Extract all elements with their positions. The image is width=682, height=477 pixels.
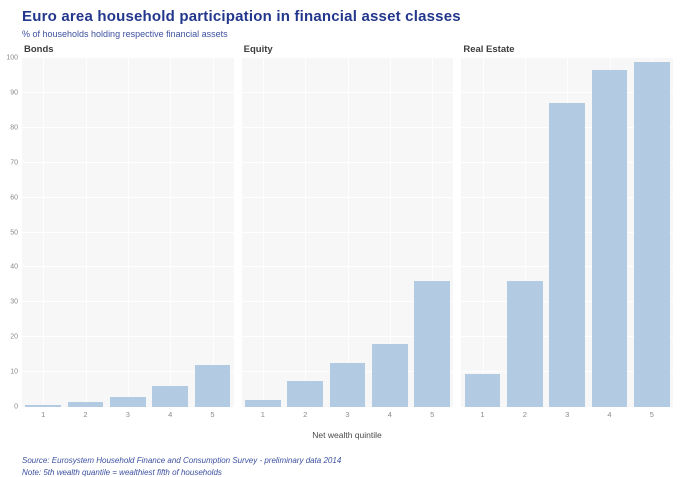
x-tick-label: 3 [345,410,350,419]
y-tick-label: 10 [10,368,18,376]
bar-quintile-3 [549,103,586,407]
y-tick-label: 30 [10,298,18,306]
bar-quintile-5 [194,365,231,407]
vertical-gridline [170,58,172,407]
y-tick-label: 90 [10,89,18,97]
x-tick-label: 4 [387,410,392,419]
bar-quintile-1 [244,400,281,407]
y-axis-labels: 0 10 20 30 40 50 60 70 80 90 100 [0,54,22,411]
y-tick-label: 80 [10,124,18,132]
panel-title: Real Estate [463,44,515,55]
y-tick-label: 60 [10,194,18,202]
footnote: Note: 5th wealth quantile = wealthiest f… [22,468,222,477]
x-tick-label: 4 [607,410,612,419]
bar-quintile-4 [591,70,628,407]
y-tick-label: 70 [10,159,18,167]
vertical-gridline [43,58,45,407]
x-tick-label: 1 [480,410,485,419]
bar-quintile-2 [506,281,543,407]
plot-area [461,58,674,407]
x-tick-row: 1 2 3 4 5 [242,407,454,421]
y-tick-label: 100 [6,54,18,62]
x-tick-label: 3 [125,410,130,419]
vertical-gridline [432,58,434,407]
plot-area [22,58,234,407]
bar-quintile-5 [633,61,670,407]
x-tick-label: 3 [565,410,570,419]
vertical-gridline [85,58,87,407]
panel-title: Equity [243,44,273,55]
x-tick-label: 2 [83,410,88,419]
bar-quintile-4 [371,344,408,407]
vertical-gridline [305,58,307,407]
bar-quintile-3 [329,363,366,407]
y-tick-label: 20 [10,333,18,341]
plot-area [241,58,454,407]
x-tick-label: 2 [522,410,527,419]
y-tick-label: 40 [10,263,18,271]
page-title: Euro area household participation in fin… [22,8,461,25]
panels-container: Bonds 1 2 3 4 5 Equity 1 2 3 4 5 Real Estate 1 2 3 4 5 [22,44,674,421]
vertical-gridline [127,58,129,407]
bar-quintile-1 [464,373,501,407]
y-axis: 0 10 20 30 40 50 60 70 80 90 100 [0,44,22,421]
bar-quintile-5 [414,281,451,407]
source-note: Source: Eurosystem Household Finance and… [22,456,342,465]
x-tick-row: 1 2 3 4 5 [22,407,234,421]
vertical-gridline [262,58,264,407]
vertical-gridline [389,58,391,407]
y-tick-label: 0 [14,403,18,411]
x-tick-label: 5 [430,410,435,419]
vertical-gridline [482,58,484,407]
panel-real-estate: Real Estate 1 2 3 4 5 [461,44,674,421]
x-tick-label: 2 [303,410,308,419]
x-tick-label: 4 [168,410,173,419]
x-tick-row: 1 2 3 4 5 [461,407,673,421]
panel-title: Bonds [24,44,54,55]
bar-quintile-1 [25,405,62,407]
panel-bonds: Bonds 1 2 3 4 5 [22,44,234,421]
x-tick-label: 1 [41,410,46,419]
bar-quintile-3 [109,396,146,407]
x-tick-label: 5 [649,410,654,419]
chart-area: 0 10 20 30 40 50 60 70 80 90 100 Bonds 1 2 3 4 5 Equity 1… [0,44,682,421]
vertical-gridline [347,58,349,407]
chart-subtitle: % of households holding respective finan… [22,29,228,39]
footnotes: Source: Eurosystem Household Finance and… [22,455,682,477]
x-axis-label: Net wealth quintile [312,430,382,440]
bar-quintile-2 [287,380,324,407]
y-tick-label: 50 [10,229,18,236]
x-tick-label: 1 [260,410,265,419]
bar-quintile-4 [152,386,189,407]
panel-equity: Equity 1 2 3 4 5 [241,44,454,421]
vertical-gridline [524,58,526,407]
bar-quintile-2 [67,401,104,407]
vertical-gridline [212,58,214,407]
x-tick-label: 5 [210,410,215,419]
